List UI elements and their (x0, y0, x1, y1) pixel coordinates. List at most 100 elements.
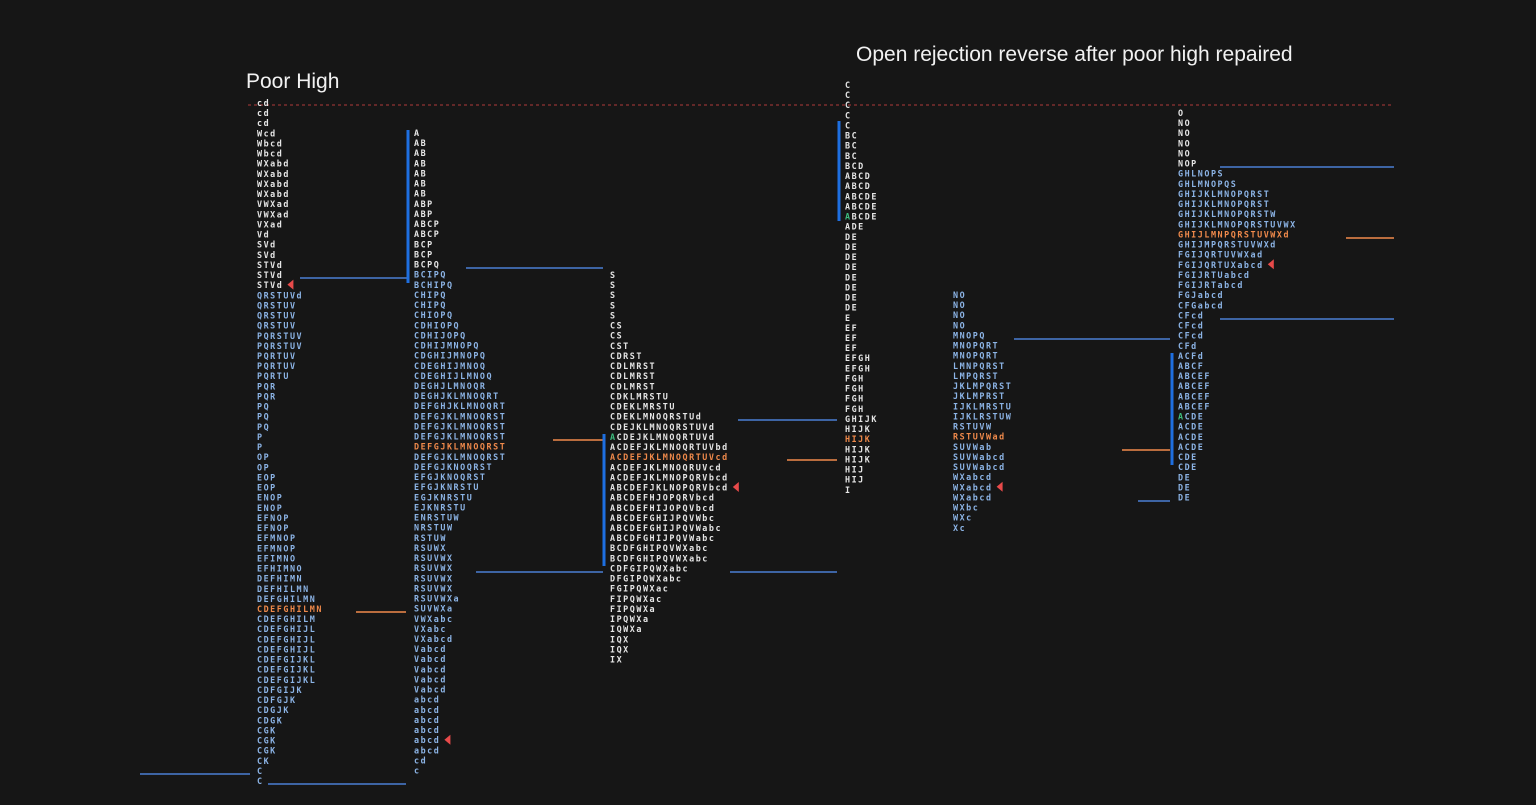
tpo-row: PQRSTUV (257, 331, 303, 341)
tpo-row: FIPQWXa (610, 604, 656, 614)
tpo-row: P (257, 442, 264, 452)
tpo-row: ACDE (1178, 432, 1204, 442)
tpo-row: Wcd (257, 128, 277, 138)
tpo-row: CFcd (1178, 321, 1204, 331)
tpo-row: AB (414, 168, 427, 178)
tpo-row: ACFd (1178, 351, 1204, 361)
tpo-row: WXc (953, 513, 973, 523)
tpo-row: GHIJKLMNOPQRST (1178, 199, 1270, 209)
tpo-row: HIJK (845, 454, 871, 464)
tpo-row: Wbcd (257, 138, 283, 148)
tpo-row: FGH (845, 384, 865, 394)
tpo-row: FGIJRTabcd (1178, 280, 1244, 290)
tpo-row: S (610, 290, 617, 300)
tpo-row: ACDE (1178, 412, 1204, 422)
close-marker (444, 734, 451, 745)
tpo-row: NO (1178, 118, 1191, 128)
tpo-row: DEGHJLMNOQR (414, 381, 487, 391)
tpo-row: EFHIMNO (257, 564, 303, 574)
tpo-row: A (414, 128, 421, 138)
tpo-row: DEFHIMN (257, 574, 303, 584)
tpo-row: CDHIJMNOPQ (414, 341, 480, 351)
tpo-row: GHIJKLMNOPQRSTUVWX (1178, 219, 1297, 229)
tpo-row: EFNOP (257, 523, 290, 533)
tpo-row: EOP (257, 483, 277, 493)
tpo-row: CDEFGHIJL (257, 634, 316, 644)
tpo-row: C (257, 766, 264, 776)
tpo-row: DE (1178, 482, 1191, 492)
tpo-row: PQ (257, 402, 270, 412)
tpo-row: WXabd (257, 189, 290, 199)
tpo-row: CFd (1178, 341, 1198, 351)
tpo-row: ABCDE (845, 201, 878, 211)
tpo-row: RSUWX (414, 543, 447, 553)
poor-high-annotation: Poor High (246, 70, 340, 93)
tpo-row: CDEKLMRSTU (610, 402, 676, 412)
tpo-row: ABCP (414, 229, 440, 239)
tpo-row: RSTUVW (953, 422, 993, 432)
tpo-row: FGIJRTUabcd (1178, 270, 1251, 280)
tpo-row: ABCF (1178, 361, 1204, 371)
tpo-row: NO (953, 290, 966, 300)
tpo-row: IQWXa (610, 624, 643, 634)
tpo-row: EFIMNO (257, 553, 297, 563)
tpo-row: P (257, 432, 264, 442)
tpo-row: WXabd (257, 169, 290, 179)
tpo-row: Wbcd (257, 149, 283, 159)
tpo-row: CFGabcd (1178, 300, 1224, 310)
tpo-row: NO (1178, 128, 1191, 138)
tpo-row: GHIJLMNPQRSTUVWXd (1178, 229, 1290, 239)
tpo-row: CST (610, 341, 630, 351)
tpo-row: ACDEFJKLMNOQRTUVcd (610, 452, 729, 462)
tpo-row: DEFGJKLMNOQRST (414, 421, 506, 431)
tpo-row: CDEGHIJMNOQ (414, 361, 487, 371)
tpo-row: ADE (845, 222, 865, 232)
tpo-row: S (610, 270, 617, 280)
tpo-row: C (845, 100, 852, 110)
tpo-row: MNOPQRT (953, 341, 999, 351)
tpo-row: CS (610, 321, 623, 331)
tpo-row: ABCDEFGHIJPQVWabc (610, 523, 722, 533)
tpo-row: FGJabcd (1178, 290, 1224, 300)
tpo-row: PQ (257, 422, 270, 432)
tpo-row: BCPQ (414, 260, 440, 270)
tpo-row: EFGJKNOQRST (414, 472, 487, 482)
tpo-row: ABP (414, 199, 434, 209)
tpo-row: C (845, 90, 852, 100)
tpo-row: NO (1178, 138, 1191, 148)
tpo-row: ABCDEFJKLNOPQRVbcd (610, 483, 729, 493)
tpo-row: ABCEF (1178, 391, 1211, 401)
tpo-row: RSUVWX (414, 573, 454, 583)
tpo-row: Vabcd (414, 644, 447, 654)
tpo-row: CDE (1178, 452, 1198, 462)
tpo-row: VXabcd (414, 634, 454, 644)
tpo-row: RSUVWX (414, 583, 454, 593)
tpo-row: C (845, 110, 852, 120)
tpo-row: WXbc (953, 503, 979, 513)
tpo-row: Vabcd (414, 664, 447, 674)
tpo-row: ABCDFGHIJPQVWabc (610, 533, 715, 543)
open-rejection-annotation: Open rejection reverse after poor high r… (856, 43, 1293, 66)
tpo-row: CDEFGHILM (257, 614, 316, 624)
tpo-row: SUVWXa (414, 604, 454, 614)
tpo-row: FGH (845, 394, 865, 404)
tpo-row: DE (845, 303, 858, 313)
tpo-row: NRSTUW (414, 523, 454, 533)
tpo-row: IQX (610, 644, 630, 654)
tpo-row: DE (845, 252, 858, 262)
tpo-row: CDEFGHIJL (257, 624, 316, 634)
tpo-row: ABCDEFHIJOPQVbcd (610, 503, 715, 513)
tpo-row: CDFGJK (257, 695, 297, 705)
tpo-row: NO (953, 300, 966, 310)
tpo-row: ACDEJKLMNOQRTUVd (610, 432, 715, 442)
tpo-row: CDEKLMNOQRSTUd (610, 412, 702, 422)
tpo-row: EGJKNRSTU (414, 492, 473, 502)
tpo-row: ACDEFJKLMNOQRUVcd (610, 462, 722, 472)
tpo-row: DEFGJKNOQRST (414, 462, 493, 472)
tpo-row: IX (610, 655, 623, 665)
tpo-row: CDHIJOPQ (414, 330, 467, 340)
tpo-row: abcd (414, 715, 440, 725)
tpo-row: EFMNOP (257, 533, 297, 543)
tpo-row: CDEJKLMNOQRSTUVd (610, 422, 715, 432)
tpo-row: EFMNOP (257, 543, 297, 553)
